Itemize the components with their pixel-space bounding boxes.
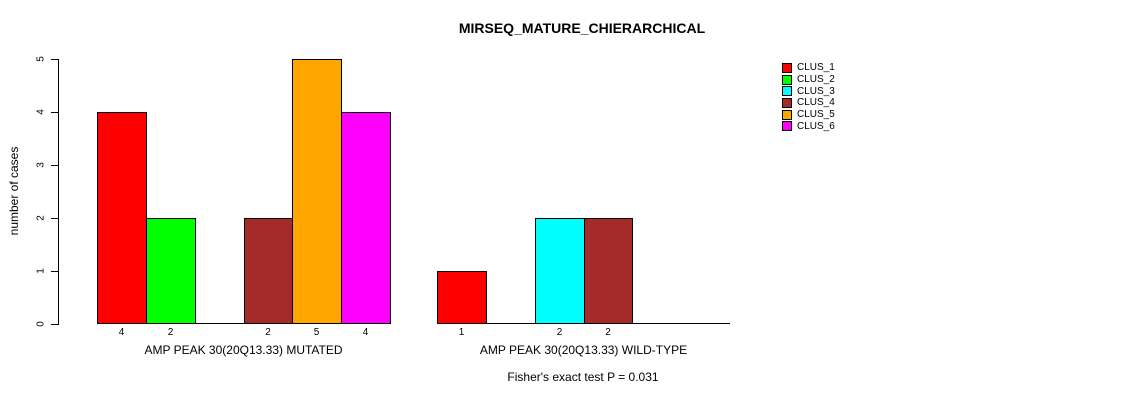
legend-label: CLUS_6 bbox=[797, 120, 835, 132]
y-tick-label: 4 bbox=[35, 109, 47, 115]
y-axis-line bbox=[58, 59, 59, 325]
group-label: AMP PEAK 30(20Q13.33) WILD-TYPE bbox=[479, 343, 688, 357]
bar-value-label: 4 bbox=[362, 327, 369, 338]
y-tick-mark bbox=[51, 112, 58, 113]
x-axis-baseline bbox=[97, 323, 390, 324]
legend-item-clus_6: CLUS_6 bbox=[782, 120, 835, 132]
legend-item-clus_2: CLUS_2 bbox=[782, 74, 835, 86]
bar-value-label: 2 bbox=[605, 327, 611, 338]
legend-swatch-icon bbox=[782, 109, 792, 120]
bar-clus_1 bbox=[437, 271, 487, 324]
legend-label: CLUS_2 bbox=[797, 74, 835, 86]
bar-value-label: 4 bbox=[118, 327, 125, 338]
y-tick-label: 1 bbox=[35, 268, 47, 274]
bar-clus_4 bbox=[244, 218, 293, 324]
y-tick-label: 5 bbox=[35, 56, 47, 62]
bar-value-label: 5 bbox=[313, 327, 320, 338]
legend-swatch-icon bbox=[782, 62, 792, 73]
fisher-test-annotation: Fisher's exact test P = 0.031 bbox=[507, 370, 659, 384]
legend: CLUS_1 CLUS_2 CLUS_3 CLUS_4 CLUS_5 CLUS_6 bbox=[782, 62, 835, 132]
bar-clus_2 bbox=[146, 218, 196, 324]
legend-swatch-icon bbox=[782, 74, 792, 85]
bar-clus_3 bbox=[535, 218, 585, 324]
y-tick-mark bbox=[51, 59, 58, 60]
bar-clus_4 bbox=[584, 218, 633, 324]
bar-clus_5 bbox=[292, 59, 342, 324]
y-tick-label: 0 bbox=[35, 321, 47, 327]
bar-value-label: 1 bbox=[458, 327, 465, 338]
legend-swatch-icon bbox=[782, 86, 792, 97]
y-tick-mark bbox=[51, 165, 58, 166]
legend-label: CLUS_4 bbox=[797, 97, 835, 109]
bar-value-label: 2 bbox=[167, 327, 174, 338]
legend-item-clus_3: CLUS_3 bbox=[782, 85, 835, 97]
y-axis-label: number of cases bbox=[7, 146, 21, 236]
y-tick-mark bbox=[51, 218, 58, 219]
bar-value-label: 2 bbox=[265, 327, 271, 338]
bar-value-label: 2 bbox=[556, 327, 563, 338]
legend-label: CLUS_5 bbox=[797, 109, 835, 121]
legend-label: CLUS_1 bbox=[797, 62, 835, 74]
y-tick-mark bbox=[51, 324, 58, 325]
group-label: AMP PEAK 30(20Q13.33) MUTATED bbox=[144, 343, 343, 357]
y-tick-label: 3 bbox=[35, 162, 47, 168]
legend-item-clus_1: CLUS_1 bbox=[782, 62, 835, 74]
legend-label: CLUS_3 bbox=[797, 85, 835, 97]
legend-item-clus_5: CLUS_5 bbox=[782, 109, 835, 121]
bar-clus_6 bbox=[341, 112, 391, 324]
legend-swatch-icon bbox=[782, 121, 792, 132]
y-tick-label: 2 bbox=[35, 215, 47, 221]
chart-title: MIRSEQ_MATURE_CHIERARCHICAL bbox=[458, 20, 706, 36]
legend-swatch-icon bbox=[782, 97, 792, 108]
legend-item-clus_4: CLUS_4 bbox=[782, 97, 835, 109]
bar-clus_1 bbox=[97, 112, 147, 324]
y-tick-mark bbox=[51, 271, 58, 272]
